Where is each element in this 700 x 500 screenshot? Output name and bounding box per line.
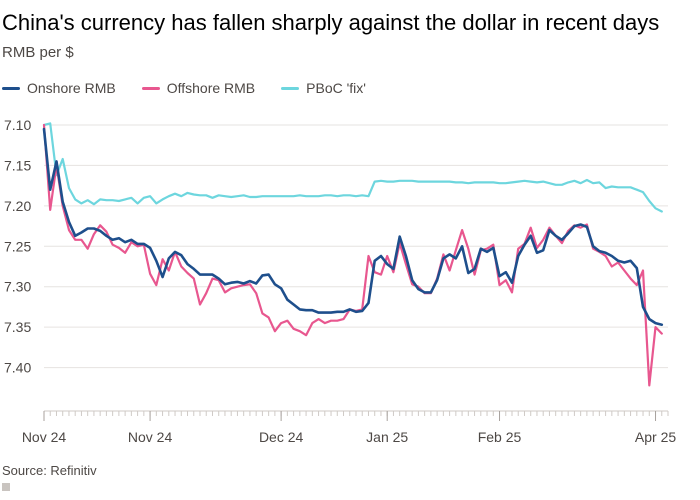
legend-swatch-fix (281, 86, 300, 90)
y-tick-label: 7.25 (4, 238, 31, 254)
line-chart: 7.10 7.15 7.20 7.25 7.30 7.35 7.40 Nov 24 Nov 24… (4, 117, 676, 445)
y-tick-label: 7.10 (4, 117, 31, 133)
ft-mark (2, 483, 10, 491)
offshore-rmb-line (42, 123, 663, 387)
x-tick-label: Dec 24 (259, 429, 304, 445)
x-tick-label: Feb 25 (478, 429, 522, 445)
legend-item-offshore: Offshore RMB (141, 80, 256, 96)
source-note: Source: Refinitiv (2, 463, 97, 478)
legend-label-onshore: Onshore RMB (27, 80, 116, 96)
x-tick-label: Nov 24 (22, 429, 67, 445)
y-tick-label: 7.30 (4, 279, 31, 295)
legend-swatch-onshore (2, 86, 20, 90)
x-tick-label: Apr 25 (635, 429, 676, 445)
chart-title: China's currency has fallen sharply agai… (2, 10, 660, 35)
pboc-fix-line (42, 122, 663, 213)
y-tick-label: 7.15 (4, 157, 31, 173)
legend-item-fix: PBoC 'fix' (281, 80, 366, 96)
x-tick-label: Nov 24 (128, 429, 173, 445)
x-tick-label: Jan 25 (366, 429, 408, 445)
legend-label-fix: PBoC 'fix' (306, 80, 366, 96)
legend-item-onshore: Onshore RMB (2, 80, 116, 96)
legend-swatch-offshore (141, 86, 160, 90)
y-tick-label: 7.35 (4, 319, 31, 335)
onshore-rmb-line (42, 127, 664, 326)
y-tick-label: 7.20 (4, 198, 31, 214)
chart-subtitle: RMB per $ (2, 44, 74, 61)
legend-label-offshore: Offshore RMB (166, 80, 256, 96)
y-tick-label: 7.40 (4, 360, 31, 376)
chart-legend: Onshore RMB Offshore RMB PBoC 'fix' (2, 80, 392, 96)
